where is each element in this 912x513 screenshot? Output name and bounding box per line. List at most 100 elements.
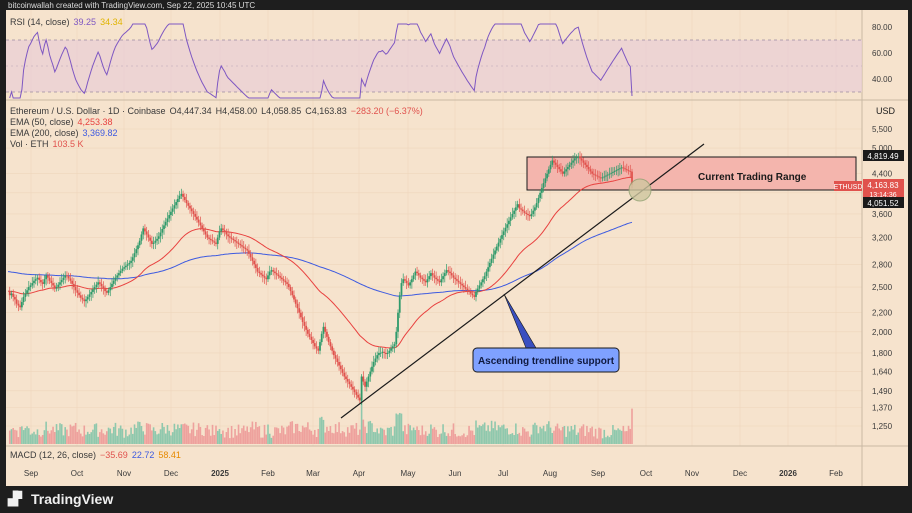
candle-body [473, 295, 476, 297]
candle-body [513, 210, 516, 214]
candle-body [131, 257, 134, 261]
tradingview-logo[interactable]: ▟▘ TradingView [8, 490, 113, 508]
candle-body [405, 280, 408, 284]
candle-body [400, 283, 403, 296]
time-tick-label: Jun [449, 469, 462, 478]
candle-body [248, 250, 250, 254]
volume-bar [263, 424, 266, 444]
price-tick-label: 5,500 [872, 125, 893, 134]
candle-body [213, 241, 216, 243]
candle-body [298, 308, 301, 313]
candle-body [310, 336, 313, 340]
time-tick-label: 2025 [211, 469, 229, 478]
volume-bar [345, 436, 347, 444]
candle-body [222, 228, 224, 231]
candle-body [605, 175, 607, 177]
candle-body [256, 267, 259, 272]
volume-bar [241, 428, 243, 444]
volume-bar [568, 431, 571, 444]
symbol-badge-label: ETHUSD [834, 184, 863, 191]
candle-body [586, 164, 588, 168]
volume-bar [159, 429, 162, 444]
volume-bar [97, 436, 99, 444]
candle-body [145, 231, 148, 235]
volume-bar [229, 438, 231, 444]
candle-body [357, 394, 360, 398]
candle-body [575, 157, 578, 159]
volume-bar [213, 435, 216, 444]
time-tick-label: Aug [543, 469, 557, 478]
ema200-legend: EMA (200, close) 3,369.82 [10, 128, 122, 138]
volume-bar [485, 430, 488, 444]
rsi-tick-label: 80.00 [872, 23, 893, 32]
candle-body [454, 277, 457, 280]
candle-body [395, 331, 398, 345]
volume-bar [85, 434, 87, 444]
volume-bar [431, 428, 434, 444]
volume-bar [327, 430, 330, 444]
trendline-callout-arrow [503, 293, 537, 349]
candle-body [48, 277, 51, 281]
candle-body [38, 277, 41, 280]
candle-body [8, 291, 11, 296]
volume-bar [561, 426, 564, 444]
volume-bar [242, 425, 245, 444]
volume-bar [60, 424, 63, 444]
candle-body [220, 228, 223, 232]
volume-bar [126, 436, 129, 444]
volume-bar [492, 428, 495, 444]
volume-bar [265, 434, 268, 444]
candle-body [319, 342, 321, 351]
volume-bar [133, 424, 136, 444]
volume-bar [575, 434, 578, 444]
volume-bar [452, 423, 455, 444]
close-value: C4,163.83 [305, 106, 347, 116]
volume-bar [353, 428, 356, 444]
candle-body [447, 270, 450, 272]
volume-bar [631, 408, 633, 444]
rsi-legend-value-2: 34.34 [100, 17, 123, 27]
candle-body [466, 288, 469, 291]
volume-bar [201, 435, 203, 444]
volume-bar [563, 425, 566, 444]
volume-bar [135, 427, 138, 444]
candle-body [135, 249, 138, 254]
volume-bar [502, 424, 505, 444]
volume-bar [199, 426, 202, 444]
volume-bar [59, 423, 61, 444]
volume-bar [125, 429, 127, 444]
volume-bar [190, 429, 193, 444]
volume-bar [43, 430, 46, 444]
candle-body [471, 293, 474, 296]
candle-body [202, 228, 205, 232]
candle-body [329, 342, 332, 347]
volume-bar [132, 433, 134, 444]
volume-bar [416, 426, 418, 444]
volume-bar [67, 436, 70, 444]
volume-bar [164, 433, 167, 444]
volume-bar [90, 432, 92, 444]
time-tick-label: Apr [353, 469, 366, 478]
candle-body [64, 275, 67, 278]
candle-body [60, 279, 63, 283]
volume-bar [109, 428, 112, 444]
candle-body [502, 231, 505, 236]
rsi-legend: RSI (14, close) 39.25 34.34 [10, 17, 127, 27]
volume-bar [291, 421, 294, 444]
chart-svg[interactable]: Current Trading Range Ascending trendlin… [6, 10, 908, 486]
candle-body [478, 285, 481, 289]
volume-bar [314, 429, 316, 444]
volume-bar [457, 435, 460, 444]
candle-body [107, 290, 110, 293]
volume-bar [350, 425, 352, 444]
candle-body [232, 238, 235, 241]
chart-area[interactable]: Current Trading Range Ascending trendlin… [6, 10, 908, 486]
candle-body [331, 346, 334, 351]
candle-body [371, 366, 373, 372]
candle-body [449, 271, 451, 274]
volume-bar [379, 427, 382, 444]
candle-body [62, 277, 65, 280]
candle-body [215, 242, 217, 244]
candle-body [535, 203, 538, 208]
candle-body [260, 273, 262, 275]
